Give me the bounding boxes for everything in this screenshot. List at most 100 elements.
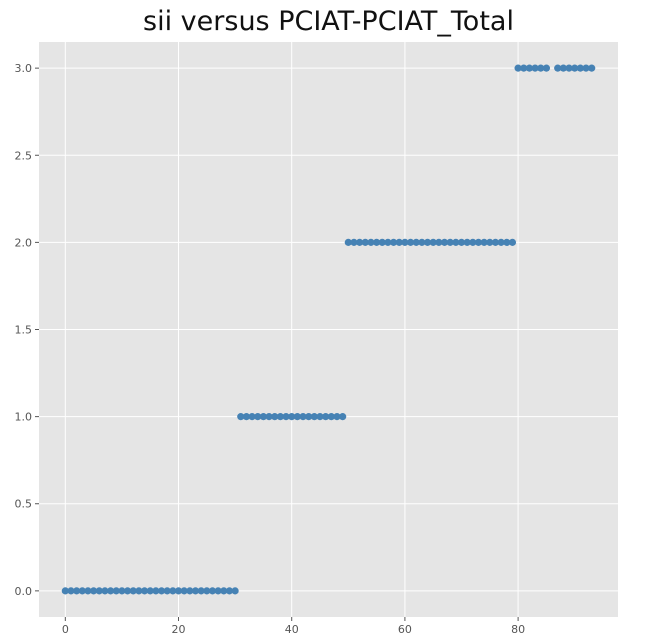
data-point — [61, 587, 69, 595]
y-tick-label: 0.5 — [15, 498, 33, 511]
data-point — [418, 238, 426, 246]
data-point — [588, 64, 596, 72]
data-point — [373, 238, 381, 246]
data-point — [299, 413, 307, 421]
data-point — [293, 413, 301, 421]
data-point — [259, 413, 268, 421]
x-tick-label: 0 — [62, 623, 69, 636]
data-point — [327, 413, 335, 421]
data-point — [95, 587, 103, 595]
x-tick-label: 40 — [285, 623, 299, 636]
data-point — [537, 64, 545, 72]
data-point — [542, 64, 551, 72]
data-point — [423, 238, 432, 246]
data-point — [531, 64, 539, 72]
data-point — [440, 238, 449, 246]
data-point — [231, 587, 239, 595]
data-point — [378, 238, 386, 246]
x-tick-label: 20 — [172, 623, 186, 636]
data-point — [220, 587, 228, 595]
data-point — [146, 587, 154, 595]
y-tick-label: 2.0 — [15, 236, 33, 249]
y-tick-label: 3.0 — [15, 62, 33, 75]
data-point — [384, 238, 392, 246]
data-point — [112, 587, 120, 595]
data-point — [491, 238, 500, 246]
data-point — [457, 238, 466, 246]
data-point — [271, 413, 279, 421]
data-point — [350, 238, 358, 246]
data-point — [140, 587, 149, 595]
data-point — [265, 413, 273, 421]
y-tick-label: 1.0 — [15, 411, 33, 424]
y-tick-label: 2.5 — [15, 149, 33, 162]
data-point — [180, 587, 188, 595]
y-tick-label: 0.0 — [15, 585, 33, 598]
data-point — [463, 238, 471, 246]
data-point — [322, 413, 330, 421]
data-point — [486, 238, 494, 246]
data-point — [514, 64, 522, 72]
data-point — [582, 64, 590, 72]
data-point — [169, 587, 177, 595]
data-point — [474, 238, 483, 246]
data-point — [197, 587, 205, 595]
data-point — [429, 238, 437, 246]
data-point — [305, 413, 313, 421]
data-point — [435, 238, 443, 246]
data-point — [73, 587, 81, 595]
data-point — [242, 413, 251, 421]
data-point — [316, 413, 324, 421]
data-point — [389, 238, 398, 246]
data-point — [186, 587, 194, 595]
data-point — [469, 238, 477, 246]
data-point — [565, 64, 573, 72]
data-point — [276, 413, 284, 421]
data-point — [90, 587, 98, 595]
data-point — [480, 238, 488, 246]
data-point — [576, 64, 584, 72]
data-point — [401, 238, 409, 246]
data-point — [571, 64, 579, 72]
data-point — [559, 64, 567, 72]
data-point — [106, 587, 115, 595]
data-point — [163, 587, 171, 595]
data-point — [129, 587, 137, 595]
data-point — [254, 413, 262, 421]
data-point — [554, 64, 562, 72]
data-point — [152, 587, 160, 595]
data-point — [282, 413, 290, 421]
data-point — [288, 413, 296, 421]
data-point — [395, 238, 403, 246]
data-point — [237, 413, 245, 421]
data-point — [248, 413, 256, 421]
data-point — [361, 238, 369, 246]
data-point — [135, 587, 143, 595]
data-point — [356, 238, 364, 246]
data-point — [67, 587, 75, 595]
chart-title: sii versus PCIAT-PCIAT_Total — [143, 6, 514, 37]
data-point — [123, 587, 132, 595]
data-point — [118, 587, 126, 595]
data-point — [497, 238, 505, 246]
data-point — [333, 413, 341, 421]
y-tick-label: 1.5 — [15, 324, 33, 337]
data-point — [84, 587, 92, 595]
data-point — [101, 587, 109, 595]
data-point — [508, 238, 517, 246]
data-point — [78, 587, 86, 595]
x-tick-label: 60 — [398, 623, 412, 636]
data-point — [406, 238, 415, 246]
data-point — [367, 238, 375, 246]
data-point — [214, 587, 222, 595]
data-point — [503, 238, 511, 246]
data-point — [174, 587, 183, 595]
data-point — [310, 413, 318, 421]
data-point — [520, 64, 528, 72]
data-point — [225, 587, 234, 595]
data-point — [339, 413, 347, 421]
data-point — [191, 587, 200, 595]
data-point — [208, 587, 217, 595]
data-point — [452, 238, 460, 246]
